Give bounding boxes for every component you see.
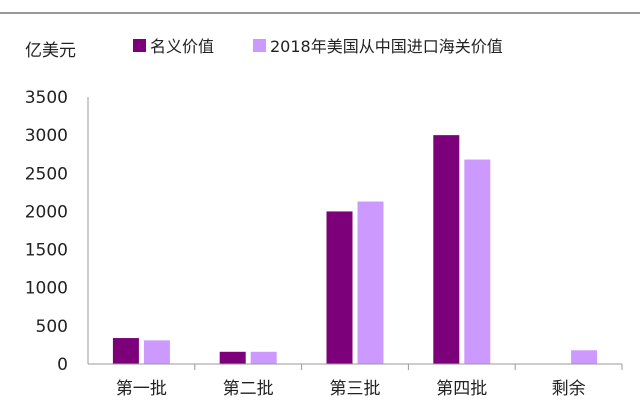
x-tick-label: 第四批 [436,379,487,399]
bar-nominal [326,211,353,364]
x-tick-label: 第二批 [223,379,274,399]
legend-swatch-nominal [133,39,146,52]
legend-label-customs: 2018年美国从中国进口海关价值 [270,37,503,56]
y-tick-label: 1000 [25,279,68,299]
y-tick-label: 3500 [25,88,68,108]
bar-customs [143,340,170,364]
y-tick-label: 3000 [25,126,68,146]
legend-label-nominal: 名义价值 [150,37,214,56]
y-unit-label: 亿美元 [25,41,76,61]
bar-customs [571,350,598,364]
x-axis: 第一批 第二批 第三批 第四批 剩余 [88,363,623,399]
bars-group [112,135,598,364]
y-tick-label: 1500 [25,241,68,261]
bar-customs [250,351,277,364]
y-axis: 0 500 1000 1500 2000 2500 3000 3500 [25,88,89,375]
bar-nominal [112,338,139,364]
legend: 名义价值 2018年美国从中国进口海关价值 [133,37,503,56]
x-tick-label: 剩余 [552,379,586,399]
x-tick-label: 第三批 [330,379,381,399]
y-tick-label: 500 [36,317,68,337]
y-tick-label: 2000 [25,202,68,222]
y-tick-label: 2500 [25,164,68,184]
y-tick-label: 0 [57,355,68,375]
bar-customs [464,159,491,364]
bar-nominal [219,351,246,364]
bar-nominal [433,135,460,364]
x-tick-label: 第一批 [116,379,167,399]
bar-customs [357,201,384,364]
legend-swatch-customs [253,39,266,52]
